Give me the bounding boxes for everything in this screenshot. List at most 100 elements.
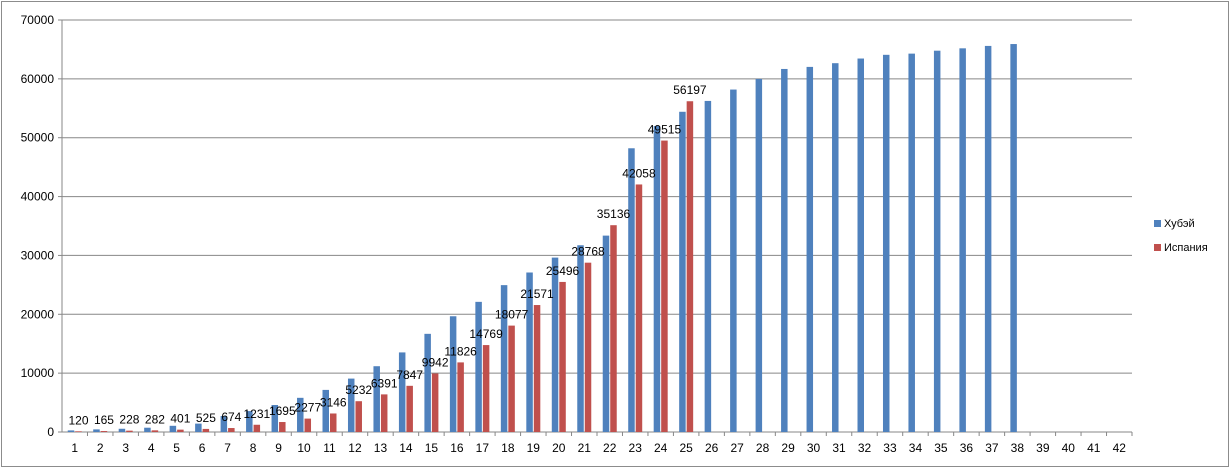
bar-spain [533, 305, 541, 432]
data-label: 1231 [243, 407, 270, 421]
bar-hubei [730, 89, 737, 432]
bar-hubei [679, 111, 686, 432]
bar-hubei [704, 100, 712, 433]
x-tick-label: 16 [450, 441, 464, 455]
bar-hubei [322, 389, 329, 432]
bar-hubei [857, 58, 864, 432]
data-label: 49515 [648, 123, 682, 137]
x-tick-label: 15 [425, 441, 439, 455]
x-tick-label: 20 [552, 441, 566, 455]
data-label: 18077 [495, 308, 529, 322]
legend-label: Испания [1164, 242, 1208, 254]
bar-hubei [347, 378, 355, 432]
data-label: 165 [94, 413, 114, 427]
data-label: 2277 [294, 401, 321, 415]
x-tick-label: 23 [629, 441, 643, 455]
x-tick-label: 18 [501, 441, 515, 455]
y-tick-label: 40000 [21, 190, 55, 204]
data-label: 28768 [571, 245, 605, 259]
x-tick-label: 4 [148, 441, 155, 455]
data-label: 282 [145, 412, 165, 426]
bar-hubei [220, 416, 228, 432]
bar-spain [559, 281, 566, 432]
y-tick-label: 0 [47, 425, 54, 439]
x-tick-label: 25 [679, 441, 693, 455]
data-label: 11826 [444, 344, 477, 358]
x-tick-label: 8 [250, 441, 257, 455]
bar-spain [431, 373, 439, 432]
bar-hubei [984, 45, 992, 432]
data-labels: 120 165 228 282 401 525 674 1231169522773146523… [68, 83, 706, 427]
x-tick-label: 11 [323, 441, 336, 455]
bar-hubei [500, 285, 508, 432]
data-label: 42058 [622, 166, 656, 180]
bar-hubei [806, 66, 814, 432]
legend-swatch [1154, 220, 1161, 227]
bar-hubei [195, 423, 202, 432]
y-tick-label: 30000 [21, 248, 55, 262]
bar-spain [508, 325, 515, 432]
x-tick-label: 38 [1011, 441, 1025, 455]
legend-swatch [1154, 244, 1161, 251]
x-tick-label: 22 [603, 441, 617, 455]
x-tick-label: 42 [1113, 441, 1127, 455]
x-tick-label: 31 [832, 441, 846, 455]
bar-hubei [755, 78, 763, 433]
x-tick-label: 17 [476, 441, 490, 455]
x-tick-label: 36 [960, 441, 974, 455]
x-tick-label: 5 [173, 441, 180, 455]
bar-hubei [628, 148, 635, 432]
x-tick-label: 40 [1062, 441, 1076, 455]
data-label: 228 [119, 413, 139, 427]
legend-label: Хубэй [1164, 218, 1195, 230]
x-tick-label: 28 [756, 441, 770, 455]
bar-hubei [271, 405, 279, 432]
data-label: 35136 [597, 207, 631, 221]
data-label: 3146 [320, 395, 347, 409]
bar-spain [75, 431, 82, 432]
bar-spain [202, 428, 210, 432]
bar-hubei [475, 301, 482, 432]
y-tick-label: 60000 [21, 72, 55, 86]
bar-spain [661, 140, 668, 433]
bar-hubei [781, 68, 788, 433]
x-tick-label: 7 [224, 441, 231, 455]
bar-spain [380, 394, 388, 432]
bar-hubei [93, 429, 100, 432]
y-tick-label: 10000 [21, 366, 55, 380]
bar-hubei [882, 54, 890, 432]
x-tick-label: 34 [909, 441, 923, 455]
data-label: 674 [221, 410, 241, 424]
data-label: 56197 [673, 83, 707, 97]
bars [67, 44, 1017, 433]
bar-hubei [118, 428, 126, 432]
x-tick-label: 37 [985, 441, 999, 455]
bar-hubei [424, 333, 431, 432]
data-label: 21571 [520, 287, 554, 301]
bar-hubei [246, 411, 253, 432]
bar-spain [100, 431, 108, 432]
data-label: 25496 [546, 264, 580, 278]
x-tick-label: 19 [527, 441, 541, 455]
data-label: 120 [68, 413, 88, 427]
data-label: 7847 [396, 368, 423, 382]
x-tick-label: 27 [730, 441, 744, 455]
bar-spain [253, 424, 261, 432]
legend: Хубэй Испания [1154, 218, 1208, 254]
y-tick-label: 70000 [21, 13, 55, 27]
bar-spain [406, 385, 413, 432]
x-tick-label: 39 [1036, 441, 1050, 455]
bar-spain [355, 401, 362, 432]
y-axis-ticks: 0 10000 20000 30000 40000 50000 60000 70000 [21, 13, 55, 439]
x-tick-label: 14 [399, 441, 413, 455]
x-tick-label: 1 [71, 441, 78, 455]
bar-hubei [398, 352, 406, 432]
data-label: 401 [170, 412, 190, 426]
bar-spain [457, 362, 464, 432]
bar-hubei [959, 48, 966, 432]
y-tick-label: 50000 [21, 131, 55, 145]
bar-spain [330, 413, 337, 432]
bar-hubei [551, 257, 559, 432]
